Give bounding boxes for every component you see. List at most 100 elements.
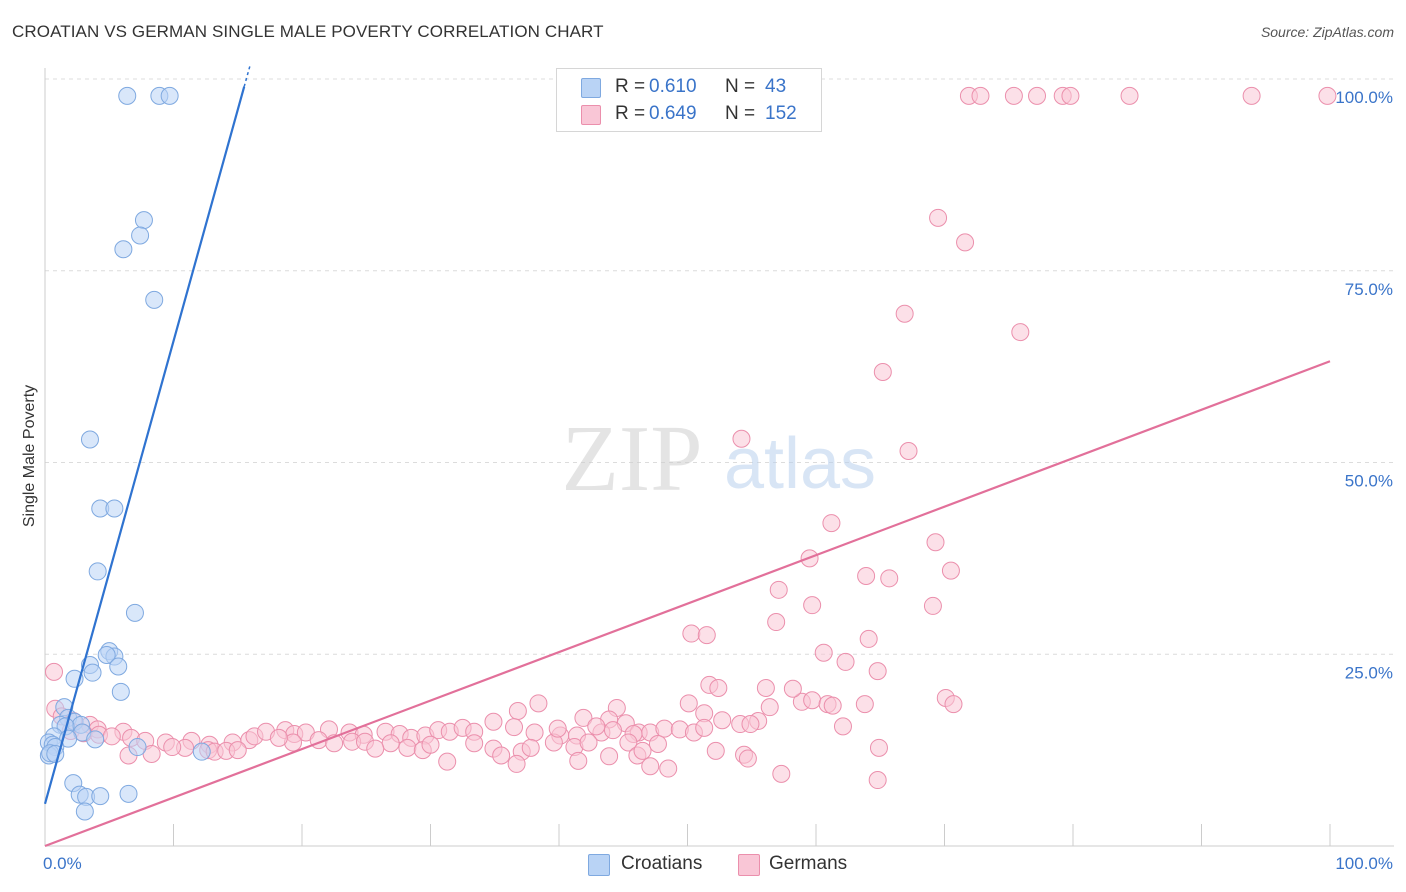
germans-point bbox=[422, 736, 439, 753]
y-tick-label: 25.0% bbox=[1345, 663, 1393, 682]
grid-lines bbox=[45, 79, 1394, 654]
germans-point bbox=[837, 653, 854, 670]
series-legend: Croatians Germans bbox=[588, 852, 888, 876]
x-tick-label-min: 0.0% bbox=[43, 854, 82, 873]
germans-point bbox=[522, 739, 539, 756]
croatians-trend-extension bbox=[244, 64, 250, 87]
germans-point bbox=[942, 562, 959, 579]
germans-point bbox=[927, 534, 944, 551]
croatians-point bbox=[146, 291, 163, 308]
germans-point bbox=[896, 305, 913, 322]
legend-row-germans: R = 0.649 N = 152 bbox=[557, 101, 821, 127]
germans-point bbox=[1029, 87, 1046, 104]
series-legend-croatians: Croatians bbox=[621, 853, 702, 875]
germans-point bbox=[103, 728, 120, 745]
germans-point bbox=[506, 719, 523, 736]
germans-point bbox=[508, 755, 525, 772]
legend-row-croatians: R = 0.610 N = 43 bbox=[557, 74, 821, 100]
croatians-point bbox=[87, 731, 104, 748]
germans-point bbox=[770, 581, 787, 598]
germans-point bbox=[707, 742, 724, 759]
germans-point bbox=[860, 630, 877, 647]
germans-point bbox=[164, 739, 181, 756]
germans-point bbox=[601, 748, 618, 765]
germans-point bbox=[680, 695, 697, 712]
y-tick-label: 100.0% bbox=[1335, 88, 1393, 107]
croatians-point bbox=[81, 431, 98, 448]
germans-point bbox=[660, 760, 677, 777]
germans-point bbox=[45, 663, 62, 680]
legend-swatch-germans bbox=[581, 105, 601, 125]
croatians-point bbox=[92, 788, 109, 805]
series-legend-swatch-germans bbox=[738, 854, 760, 876]
croatians-point bbox=[161, 87, 178, 104]
y-tick-label: 75.0% bbox=[1345, 280, 1393, 299]
germans-point bbox=[229, 742, 246, 759]
watermark: ZIP atlas bbox=[562, 407, 877, 511]
correlation-legend: R = 0.610 N = 43 R = 0.649 N = 152 bbox=[556, 68, 822, 132]
germans-point bbox=[930, 209, 947, 226]
series-legend-germans: Germans bbox=[769, 853, 847, 875]
germans-point bbox=[710, 679, 727, 696]
germans-point bbox=[881, 570, 898, 587]
germans-point bbox=[382, 735, 399, 752]
croatians-point bbox=[129, 739, 146, 756]
legend-n-value: 43 bbox=[765, 76, 786, 98]
germans-point bbox=[649, 735, 666, 752]
germans-point bbox=[739, 750, 756, 767]
germans-point bbox=[698, 627, 715, 644]
germans-point bbox=[656, 720, 673, 737]
croatians-point bbox=[135, 212, 152, 229]
legend-n-value: 152 bbox=[765, 103, 797, 125]
germans-point bbox=[773, 765, 790, 782]
croatians-point bbox=[193, 743, 210, 760]
germans-point bbox=[604, 722, 621, 739]
legend-r-label: R = bbox=[615, 103, 645, 125]
germans-point bbox=[485, 713, 502, 730]
germans-point bbox=[399, 739, 416, 756]
germans-point bbox=[1005, 87, 1022, 104]
germans-point bbox=[945, 696, 962, 713]
germans-point bbox=[270, 729, 287, 746]
germans-point bbox=[580, 734, 597, 751]
germans-point bbox=[466, 735, 483, 752]
germans-point bbox=[742, 716, 759, 733]
y-tick-labels: 25.0% 50.0% 75.0% 100.0% bbox=[1335, 88, 1393, 682]
croatians-point bbox=[112, 683, 129, 700]
germans-point bbox=[1319, 87, 1336, 104]
germans-point bbox=[530, 695, 547, 712]
germans-point bbox=[757, 679, 774, 696]
germans-point bbox=[634, 742, 651, 759]
germans-point bbox=[869, 772, 886, 789]
germans-point bbox=[874, 363, 891, 380]
germans-point bbox=[588, 718, 605, 735]
y-tick-label: 50.0% bbox=[1345, 472, 1393, 491]
croatians-point bbox=[110, 658, 127, 675]
croatians-point bbox=[119, 87, 136, 104]
legend-swatch-croatians bbox=[581, 78, 601, 98]
germans-point bbox=[856, 696, 873, 713]
germans-point bbox=[768, 614, 785, 631]
germans-point bbox=[1012, 324, 1029, 341]
germans-point bbox=[804, 692, 821, 709]
germans-point bbox=[509, 703, 526, 720]
germans-point bbox=[924, 597, 941, 614]
germans-point bbox=[526, 724, 543, 741]
croatians-point bbox=[89, 563, 106, 580]
croatians-point bbox=[76, 803, 93, 820]
croatians-points bbox=[40, 87, 210, 820]
germans-point bbox=[761, 699, 778, 716]
croatians-point bbox=[132, 227, 149, 244]
germans-point bbox=[439, 753, 456, 770]
croatians-point bbox=[120, 785, 137, 802]
germans-point bbox=[733, 430, 750, 447]
legend-r-label: R = bbox=[615, 76, 645, 98]
germans-point bbox=[815, 644, 832, 661]
germans-point bbox=[824, 697, 841, 714]
germans-point bbox=[642, 758, 659, 775]
germans-point bbox=[683, 625, 700, 642]
croatians-trend-line bbox=[45, 87, 244, 804]
x-tick-label-max: 100.0% bbox=[1335, 854, 1393, 873]
germans-point bbox=[696, 719, 713, 736]
legend-n-label: N = bbox=[725, 76, 755, 98]
